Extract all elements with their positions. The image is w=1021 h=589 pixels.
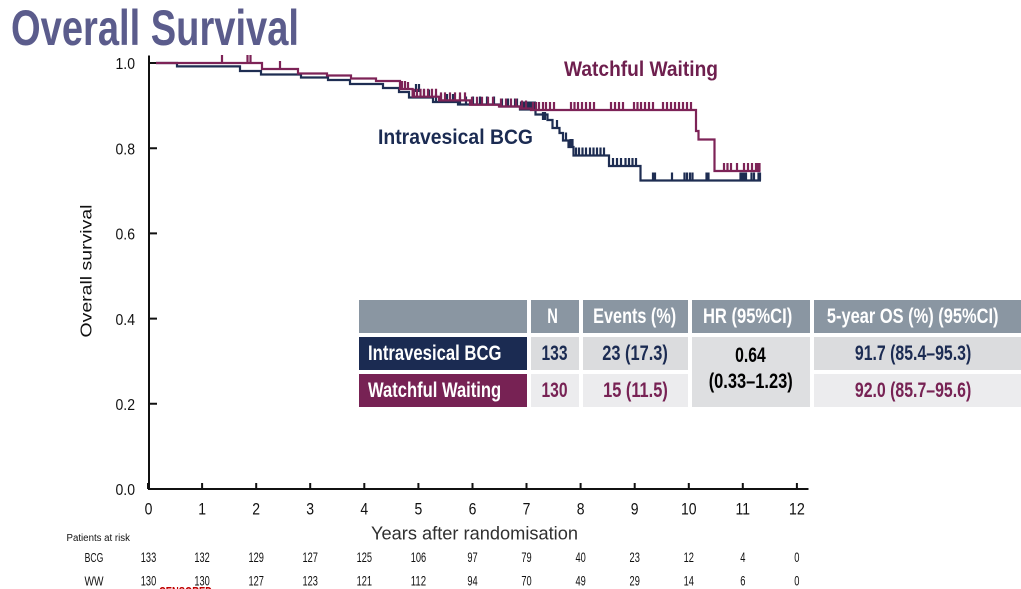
svg-text:94: 94 [467, 573, 477, 589]
svg-text:0: 0 [794, 573, 799, 589]
svg-text:CENSORED: CENSORED [159, 584, 212, 589]
svg-text:49: 49 [575, 573, 585, 589]
svg-text:Overall Survival: Overall Survival [11, 0, 299, 56]
svg-text:1.0: 1.0 [116, 56, 136, 73]
svg-text:0: 0 [145, 500, 153, 519]
svg-text:Intravesical BCG: Intravesical BCG [378, 125, 533, 149]
svg-text:130: 130 [194, 573, 210, 589]
svg-text:125: 125 [357, 549, 373, 565]
svg-text:5: 5 [415, 500, 423, 519]
svg-text:106: 106 [411, 549, 427, 565]
svg-text:6: 6 [740, 573, 745, 589]
svg-text:10: 10 [681, 500, 697, 519]
svg-text:97: 97 [467, 549, 477, 565]
svg-text:7: 7 [523, 500, 531, 519]
svg-text:133: 133 [141, 549, 157, 565]
svg-text:12: 12 [789, 500, 805, 519]
svg-text:BCG: BCG [85, 551, 104, 565]
svg-text:0.0: 0.0 [116, 482, 136, 499]
svg-text:4: 4 [360, 500, 368, 519]
svg-text:0: 0 [794, 549, 799, 565]
svg-text:121: 121 [357, 573, 373, 589]
svg-text:WW: WW [85, 575, 104, 589]
svg-text:79: 79 [521, 549, 531, 565]
svg-text:8: 8 [577, 500, 585, 519]
svg-text:0.4: 0.4 [116, 312, 136, 329]
svg-text:3: 3 [306, 500, 314, 519]
svg-text:123: 123 [303, 573, 319, 589]
svg-text:Years after randomisation: Years after randomisation [371, 524, 578, 544]
svg-text:2: 2 [252, 500, 260, 519]
svg-text:23: 23 [630, 549, 640, 565]
svg-text:1: 1 [198, 500, 206, 519]
svg-text:130: 130 [141, 573, 157, 589]
svg-text:132: 132 [194, 549, 210, 565]
svg-text:127: 127 [303, 549, 319, 565]
svg-text:Watchful Waiting: Watchful Waiting [564, 57, 718, 81]
svg-text:12: 12 [684, 549, 694, 565]
svg-text:14: 14 [684, 573, 694, 589]
svg-text:0.2: 0.2 [116, 397, 136, 414]
svg-text:Overall survival: Overall survival [79, 205, 96, 338]
svg-text:9: 9 [631, 500, 639, 519]
svg-text:112: 112 [411, 573, 427, 589]
svg-text:6: 6 [469, 500, 477, 519]
svg-text:127: 127 [249, 573, 265, 589]
svg-text:29: 29 [630, 573, 640, 589]
svg-text:Patients at risk: Patients at risk [67, 533, 131, 544]
svg-text:129: 129 [249, 549, 265, 565]
svg-text:40: 40 [575, 549, 585, 565]
svg-text:70: 70 [521, 573, 531, 589]
svg-text:4: 4 [740, 549, 745, 565]
svg-text:11: 11 [736, 500, 751, 519]
svg-text:0.6: 0.6 [116, 227, 136, 244]
svg-text:0.8: 0.8 [116, 141, 136, 158]
